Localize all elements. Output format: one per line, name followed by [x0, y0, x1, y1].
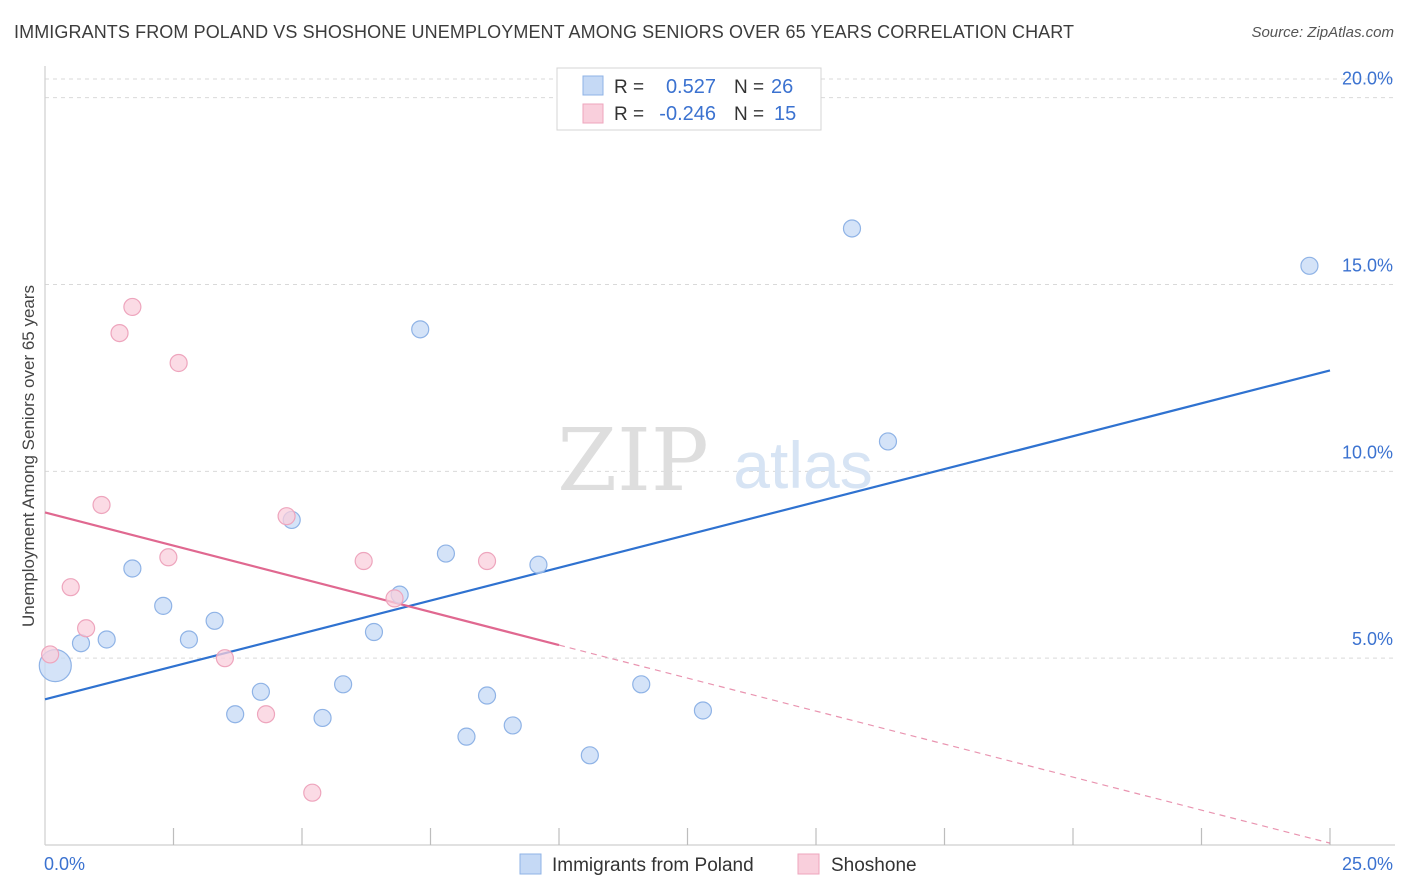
- point-poland: [179, 630, 199, 649]
- data-points: [38, 219, 1319, 802]
- legend-swatch-shoshone: [582, 103, 604, 124]
- point-poland: [580, 746, 599, 765]
- trend-line-shoshone-extension: [558, 644, 1331, 844]
- legend-n-label-1: N =: [734, 77, 764, 98]
- y-tick-label: 10.0%: [1342, 442, 1393, 462]
- watermark-atlas: atlas: [733, 428, 872, 502]
- y-tick-labels: 5.0% 10.0% 15.0% 20.0%: [1342, 69, 1393, 649]
- axes: [44, 66, 1395, 846]
- series-legend-swatch-poland: [519, 853, 542, 875]
- point-shoshone: [277, 507, 296, 526]
- series-legend-swatch-shoshone: [797, 853, 820, 875]
- point-poland: [411, 320, 430, 339]
- point-poland: [154, 596, 173, 615]
- legend-r-label-1: R =: [614, 77, 644, 98]
- trend-line-poland: [44, 369, 1331, 701]
- point-shoshone: [110, 323, 129, 343]
- y-tick-label: 15.0%: [1342, 256, 1393, 276]
- point-shoshone: [354, 551, 373, 571]
- point-poland: [477, 686, 497, 705]
- series-legend-label-poland: Immigrants from Poland: [552, 855, 754, 876]
- watermark-zip: ZIP: [557, 411, 709, 511]
- legend-swatch-poland: [582, 75, 604, 96]
- grid-lines: [45, 78, 1395, 659]
- point-poland: [693, 701, 713, 720]
- point-poland: [632, 675, 651, 694]
- point-shoshone: [303, 783, 322, 802]
- chart-title: IMMIGRANTS FROM POLAND VS SHOSHONE UNEMP…: [14, 22, 1075, 42]
- point-poland: [313, 708, 332, 728]
- point-poland: [123, 559, 142, 578]
- legend-r-value-2: -0.246: [659, 103, 716, 125]
- point-shoshone: [385, 589, 404, 608]
- source-label: Source: ZipAtlas.com: [1251, 24, 1394, 41]
- point-shoshone: [256, 705, 276, 724]
- trend-lines: [44, 369, 1331, 844]
- point-poland: [1300, 256, 1319, 275]
- series-legend: Immigrants from Poland Shoshone: [519, 853, 917, 876]
- point-poland: [436, 544, 456, 563]
- point-shoshone: [169, 353, 188, 373]
- legend-n-value-2: 15: [774, 103, 796, 125]
- point-poland: [226, 705, 245, 724]
- point-poland: [251, 682, 270, 701]
- series-legend-label-shoshone: Shoshone: [831, 855, 917, 876]
- point-shoshone: [77, 619, 96, 638]
- y-tick-label: 20.0%: [1342, 69, 1393, 89]
- x-tick-label-max: 25.0%: [1342, 854, 1393, 874]
- trend-line-shoshone: [44, 511, 560, 647]
- point-poland: [457, 727, 476, 746]
- legend-r-value-1: 0.527: [666, 76, 716, 98]
- y-axis-label: Unemployment Among Seniors over 65 years: [19, 285, 38, 627]
- legend-n-value-1: 26: [771, 76, 793, 98]
- legend-n-label-2: N =: [734, 104, 764, 125]
- point-poland: [364, 622, 384, 642]
- point-poland: [334, 675, 353, 694]
- y-tick-label: 5.0%: [1352, 629, 1393, 649]
- point-shoshone: [159, 548, 178, 567]
- point-poland: [529, 555, 548, 574]
- legend-r-label-2: R =: [614, 104, 644, 125]
- point-shoshone: [215, 649, 234, 668]
- point-poland: [842, 219, 862, 238]
- point-poland: [97, 630, 116, 649]
- point-poland: [205, 611, 224, 630]
- point-shoshone: [41, 645, 60, 664]
- point-shoshone: [92, 495, 111, 515]
- point-shoshone: [61, 578, 80, 597]
- point-poland: [503, 716, 522, 735]
- x-tick-label-min: 0.0%: [44, 854, 85, 874]
- point-shoshone: [477, 551, 497, 571]
- correlation-legend: R = 0.527 N = 26 R = -0.246 N = 15: [556, 67, 822, 131]
- point-poland: [878, 432, 898, 451]
- point-shoshone: [123, 297, 142, 317]
